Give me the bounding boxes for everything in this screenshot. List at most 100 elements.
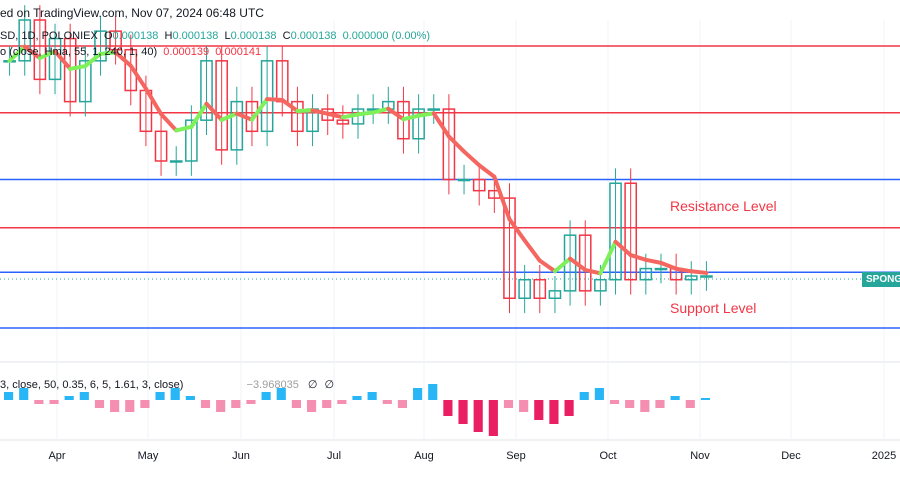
oscillator-bar [443,400,453,416]
candle [412,108,425,140]
oscillator-bar [49,400,59,404]
oscillator-bar [519,400,529,412]
candle [169,160,183,163]
low-label: L [224,30,231,42]
low-value: 0.000138 [230,30,277,42]
hma-segment [310,108,330,116]
oscillator-bar [64,396,74,400]
hma-segment [628,253,648,262]
candle [215,60,228,151]
oscillator-bar [579,392,589,400]
hma-segment [204,101,224,122]
hma-segment [219,111,239,122]
price-tag: SPONG [862,272,900,287]
oscillator-value: −3.968035 [246,379,299,391]
oscillator-bar [170,388,180,400]
hma-segment [522,238,542,263]
close-value: 0.000138 [290,30,337,42]
hma-segment [265,97,285,102]
candle [63,37,77,103]
hma-segment [643,257,663,265]
oscillator-legend[interactable]: 3, close, 50, 0.35, 6, 5, 1.61, 3, close… [0,378,334,391]
candle [684,275,698,281]
candle [427,108,441,111]
hma-segment [568,256,588,272]
hma-segment [431,111,451,139]
oscillator-bar [140,400,150,408]
hma-segment [7,44,27,63]
oscillator-bar [155,392,165,400]
oscillator-bar [382,400,392,404]
hma-segment [249,97,270,122]
candle [624,182,638,281]
oscillator-bar [367,392,377,400]
oscillator-bar [488,400,498,436]
candle [230,100,244,151]
oscillator-bar [337,400,347,404]
oscillator-bar [216,400,226,412]
indicator-legend[interactable]: o (close, Hma, 55, 1, 240, 1, 40) 0.0001… [0,46,261,58]
open-label: O [103,30,113,42]
hma-segment [174,124,194,133]
resistance-label: Resistance Level [670,198,777,214]
oscillator-bar [110,400,120,412]
oscillator-bar [4,392,14,400]
support-label: Support Level [670,300,757,316]
hma-segment [325,111,345,120]
hma-segment [280,97,300,113]
oscillator-bar [291,400,301,408]
hma-segment [113,50,133,68]
candle [154,130,168,162]
high-value: 0.000138 [172,30,219,42]
hma-segment [37,49,58,61]
oscillator-bar [640,400,650,412]
candle [639,267,653,281]
hma-segment [401,113,421,122]
x-tick-label: 2025 [871,450,897,462]
oscillator-params: 3, close, 50, 0.35, 6, 5, 1.61, 3, close… [0,379,184,391]
oscillator-bar [79,392,89,400]
indicator-params: o (close, Hma, 55, 1, 240, 1, 40) [0,46,158,58]
oscillator-bar [276,388,286,400]
hma-segment [658,260,679,271]
x-tick-label: Aug [414,450,434,462]
oscillator-bar [670,396,680,400]
oscillator-bar [200,400,211,408]
hma-segment [143,86,164,116]
oscillator-na-2: ∅ [324,379,335,391]
oscillator-bar [428,384,438,400]
hma-segment [159,111,179,133]
oscillator-bar [19,388,29,400]
hma-segment [477,163,497,179]
hma-segment [295,108,315,113]
oscillator-bar [231,400,241,408]
symbol-legend: SD, 1D, POLONIEX O0.000138 H0.000138 L0.… [0,30,430,42]
hma-segment [583,267,603,276]
x-tick-label: Nov [690,450,710,462]
hma-segment [83,51,103,69]
candle [700,275,713,278]
x-tick-label: Oct [599,450,617,462]
oscillator-bar [125,400,135,412]
oscillator-bar [564,400,574,416]
candle [518,278,531,300]
change-value: 0.000000 (0.00%) [342,30,431,42]
hma-segment [356,110,376,117]
candle [33,19,47,81]
x-tick-label: Dec [781,450,801,462]
candle [609,182,622,281]
indicator-value-1: 0.000139 [163,46,210,58]
hma-segment [416,111,436,118]
candle [594,278,607,292]
candle [533,278,547,300]
x-tick-label: Sep [506,450,526,462]
oscillator-bar [549,400,559,424]
candle [578,234,592,292]
high-label: H [164,30,173,42]
hma-segment [98,50,118,56]
oscillator-bar [185,396,195,400]
candle [457,178,471,182]
hma-segment [22,44,42,61]
x-tick-label: Apr [48,450,66,462]
